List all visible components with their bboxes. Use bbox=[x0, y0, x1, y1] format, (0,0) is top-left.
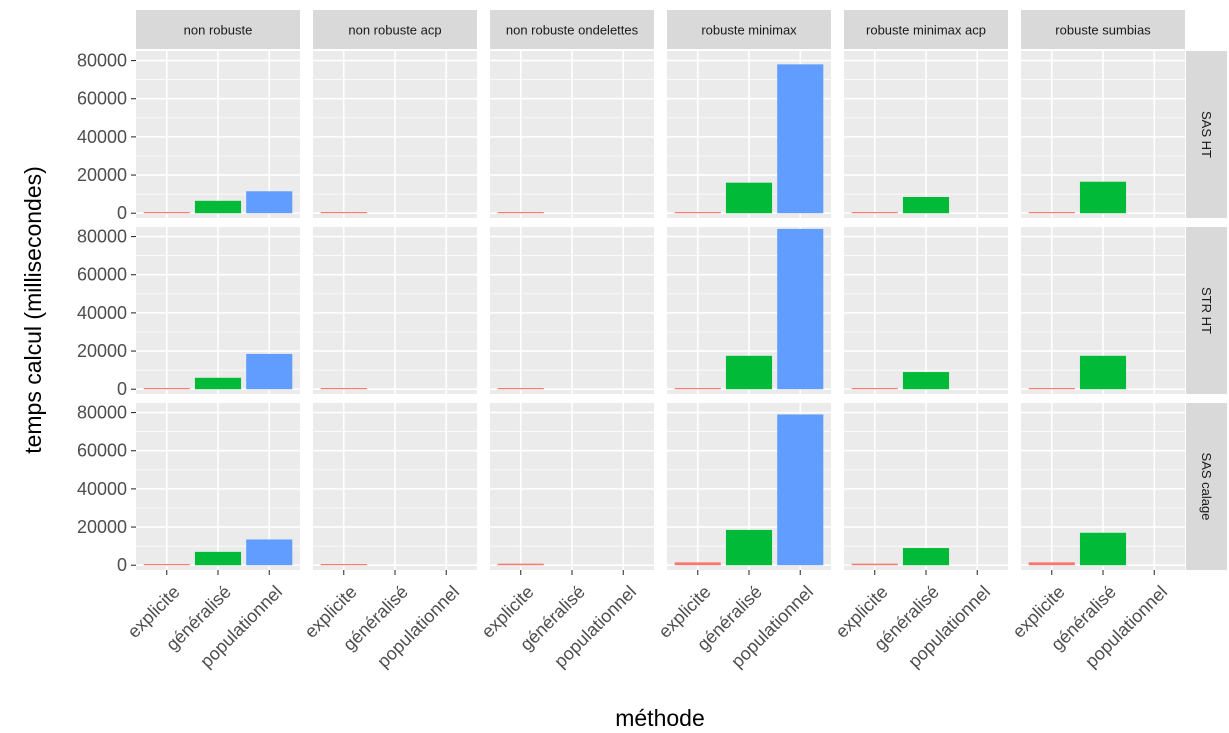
row-strip bbox=[1186, 403, 1227, 570]
column-strip-label: robuste minimax bbox=[701, 23, 797, 38]
bar-généralisé bbox=[194, 377, 242, 390]
y-tick-label: 0 bbox=[117, 555, 127, 575]
column-strip-label: non robuste ondelettes bbox=[506, 23, 639, 38]
bar-explicite bbox=[497, 388, 544, 390]
bar-explicite bbox=[143, 388, 190, 390]
y-tick-label: 80000 bbox=[77, 403, 127, 423]
column-strip-label: robuste minimax acp bbox=[866, 23, 986, 38]
y-tick-label: 20000 bbox=[77, 341, 127, 361]
y-tick-label: 60000 bbox=[77, 265, 127, 285]
y-tick-label: 80000 bbox=[77, 227, 127, 247]
column-strip-label: robuste sumbias bbox=[1055, 23, 1151, 38]
column-strip-label: non robuste acp bbox=[348, 23, 441, 38]
y-tick-label: 20000 bbox=[77, 517, 127, 537]
column-strip bbox=[1021, 10, 1185, 49]
bar-généralisé bbox=[194, 200, 242, 214]
column-strip bbox=[136, 10, 300, 49]
y-tick-label: 60000 bbox=[77, 441, 127, 461]
bar-explicite bbox=[851, 563, 898, 566]
column-strip bbox=[490, 10, 654, 49]
column-strip bbox=[667, 10, 831, 49]
bar-explicite bbox=[143, 564, 190, 566]
bar-généralisé bbox=[902, 197, 950, 214]
y-tick-label: 60000 bbox=[77, 89, 127, 109]
bar-généralisé bbox=[902, 548, 950, 566]
bar-populationnel bbox=[777, 228, 824, 390]
column-strip-label: non robuste bbox=[184, 23, 253, 38]
bar-explicite bbox=[1028, 212, 1075, 214]
y-tick-label: 0 bbox=[117, 379, 127, 399]
bar-généralisé bbox=[902, 372, 950, 390]
column-strip bbox=[844, 10, 1008, 49]
row-strip bbox=[1186, 227, 1227, 394]
bar-explicite bbox=[674, 562, 721, 566]
bar-explicite bbox=[320, 388, 367, 390]
bar-explicite bbox=[851, 388, 898, 390]
bar-généralisé bbox=[1079, 355, 1127, 390]
bar-généralisé bbox=[725, 529, 773, 566]
row-strip-label: SAS HT bbox=[1199, 111, 1214, 158]
bar-explicite bbox=[674, 212, 721, 214]
bar-explicite bbox=[497, 563, 544, 566]
bar-généralisé bbox=[194, 551, 242, 566]
y-tick-label: 40000 bbox=[77, 303, 127, 323]
bar-généralisé bbox=[725, 355, 773, 390]
bar-généralisé bbox=[1079, 181, 1127, 214]
bar-populationnel bbox=[777, 64, 824, 214]
bar-explicite bbox=[1028, 562, 1075, 566]
y-tick-label: 0 bbox=[117, 203, 127, 223]
row-strip-label: STR HT bbox=[1199, 287, 1214, 334]
bar-explicite bbox=[143, 212, 190, 214]
bar-généralisé bbox=[725, 182, 773, 214]
bar-explicite bbox=[674, 388, 721, 390]
bar-généralisé bbox=[1079, 532, 1127, 566]
bar-populationnel bbox=[246, 539, 293, 566]
row-strip bbox=[1186, 51, 1227, 218]
bar-explicite bbox=[320, 564, 367, 566]
bar-populationnel bbox=[246, 353, 293, 390]
y-tick-label: 20000 bbox=[77, 165, 127, 185]
bar-explicite bbox=[851, 212, 898, 214]
y-tick-label: 40000 bbox=[77, 479, 127, 499]
bar-explicite bbox=[1028, 388, 1075, 390]
row-strip-label: SAS calage bbox=[1199, 453, 1214, 521]
y-tick-label: 80000 bbox=[77, 51, 127, 71]
bar-populationnel bbox=[777, 414, 824, 566]
bar-explicite bbox=[320, 212, 367, 214]
bar-explicite bbox=[497, 212, 544, 214]
x-axis-title: méthode bbox=[615, 705, 705, 731]
column-strip bbox=[313, 10, 477, 49]
y-axis-title: temps calcul (millisecondes) bbox=[20, 166, 46, 454]
bar-populationnel bbox=[246, 191, 293, 214]
y-tick-label: 40000 bbox=[77, 127, 127, 147]
